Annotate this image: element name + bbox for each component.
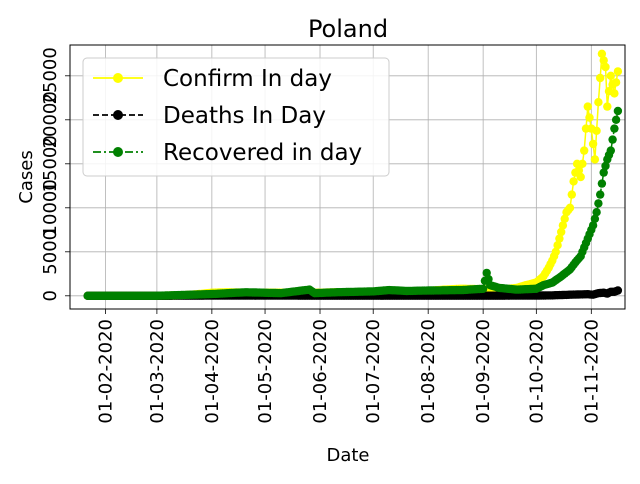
data-point: [551, 247, 560, 256]
data-point: [580, 146, 589, 155]
data-point: [583, 102, 592, 111]
data-point: [588, 139, 598, 149]
data-point: [611, 115, 621, 125]
x-tick-label: 01-09-2020: [473, 319, 494, 424]
legend-box: [82, 57, 390, 177]
y-axis-label: Cases: [16, 150, 37, 203]
data-point: [606, 71, 615, 81]
data-point: [592, 208, 601, 217]
legend-swatch-marker: [113, 110, 123, 120]
y-tick-label: 20000: [40, 91, 61, 148]
data-point: [576, 172, 585, 182]
data-point: [606, 146, 615, 155]
data-point: [585, 113, 594, 122]
data-point: [596, 190, 605, 199]
y-tick-label: 0: [40, 290, 61, 301]
plot-frame: [69, 44, 626, 310]
x-tick-label: 01-02-2020: [95, 319, 116, 424]
x-tick-label: 01-08-2020: [418, 319, 439, 424]
data-point: [555, 234, 564, 243]
data-point: [594, 199, 603, 208]
x-tick-label: 01-03-2020: [147, 319, 168, 424]
y-tick-label: 10000: [40, 179, 61, 236]
data-point: [610, 89, 619, 98]
data-point: [601, 161, 610, 171]
legend-swatch-marker: [113, 73, 123, 83]
legend-label: Recovered in day: [163, 140, 362, 166]
x-tick-label: 01-11-2020: [581, 319, 602, 424]
series-recovered-in-day: [83, 106, 623, 300]
data-point: [592, 126, 601, 135]
data-point: [594, 98, 603, 107]
series-layer: [83, 49, 623, 300]
data-point: [611, 78, 621, 87]
x-tick-label: 01-07-2020: [363, 319, 384, 424]
data-point: [590, 214, 600, 223]
x-tick-label: 01-10-2020: [526, 319, 547, 424]
x-tick-label: 01-06-2020: [310, 319, 331, 424]
data-point: [553, 241, 562, 250]
data-point: [601, 62, 610, 72]
legend-items: Confirm In day Deaths In Day Recovered in …: [93, 66, 362, 166]
data-point: [613, 106, 623, 116]
y-tick-label: 25000: [40, 47, 61, 104]
data-point: [558, 221, 568, 230]
data-point: [557, 227, 566, 237]
data-point: [567, 190, 576, 199]
data-point: [599, 168, 608, 177]
legend: Confirm In day Deaths In Day Recovered in …: [82, 57, 390, 177]
data-point: [569, 177, 578, 186]
data-point: [597, 49, 607, 58]
x-axis-label: Date: [326, 445, 369, 466]
data-point: [578, 159, 587, 168]
chart-title: Poland: [308, 15, 388, 43]
legend-swatch-marker: [113, 147, 123, 157]
data-point: [560, 214, 569, 223]
data-point: [613, 286, 623, 295]
data-point: [608, 135, 617, 144]
data-point: [603, 102, 612, 111]
data-point: [610, 124, 619, 133]
data-point: [599, 56, 608, 65]
y-tick-label: 5000: [40, 229, 61, 275]
data-point: [565, 203, 575, 212]
data-point: [596, 73, 605, 83]
y-tick-label: 15000: [40, 135, 61, 192]
data-point: [574, 166, 584, 175]
legend-label: Confirm In day: [163, 66, 332, 92]
data-point: [597, 179, 607, 188]
x-tick-label: 01-04-2020: [202, 319, 223, 424]
data-point: [588, 221, 598, 230]
data-point: [478, 284, 488, 293]
data-point: [590, 155, 600, 164]
legend-label: Deaths In Day: [163, 103, 326, 129]
data-point: [613, 67, 623, 76]
x-tick-layer: 01-02-2020 01-03-2020 01-04-2020 01-05-2020…: [95, 309, 602, 424]
x-tick-label: 01-05-2020: [255, 319, 276, 424]
